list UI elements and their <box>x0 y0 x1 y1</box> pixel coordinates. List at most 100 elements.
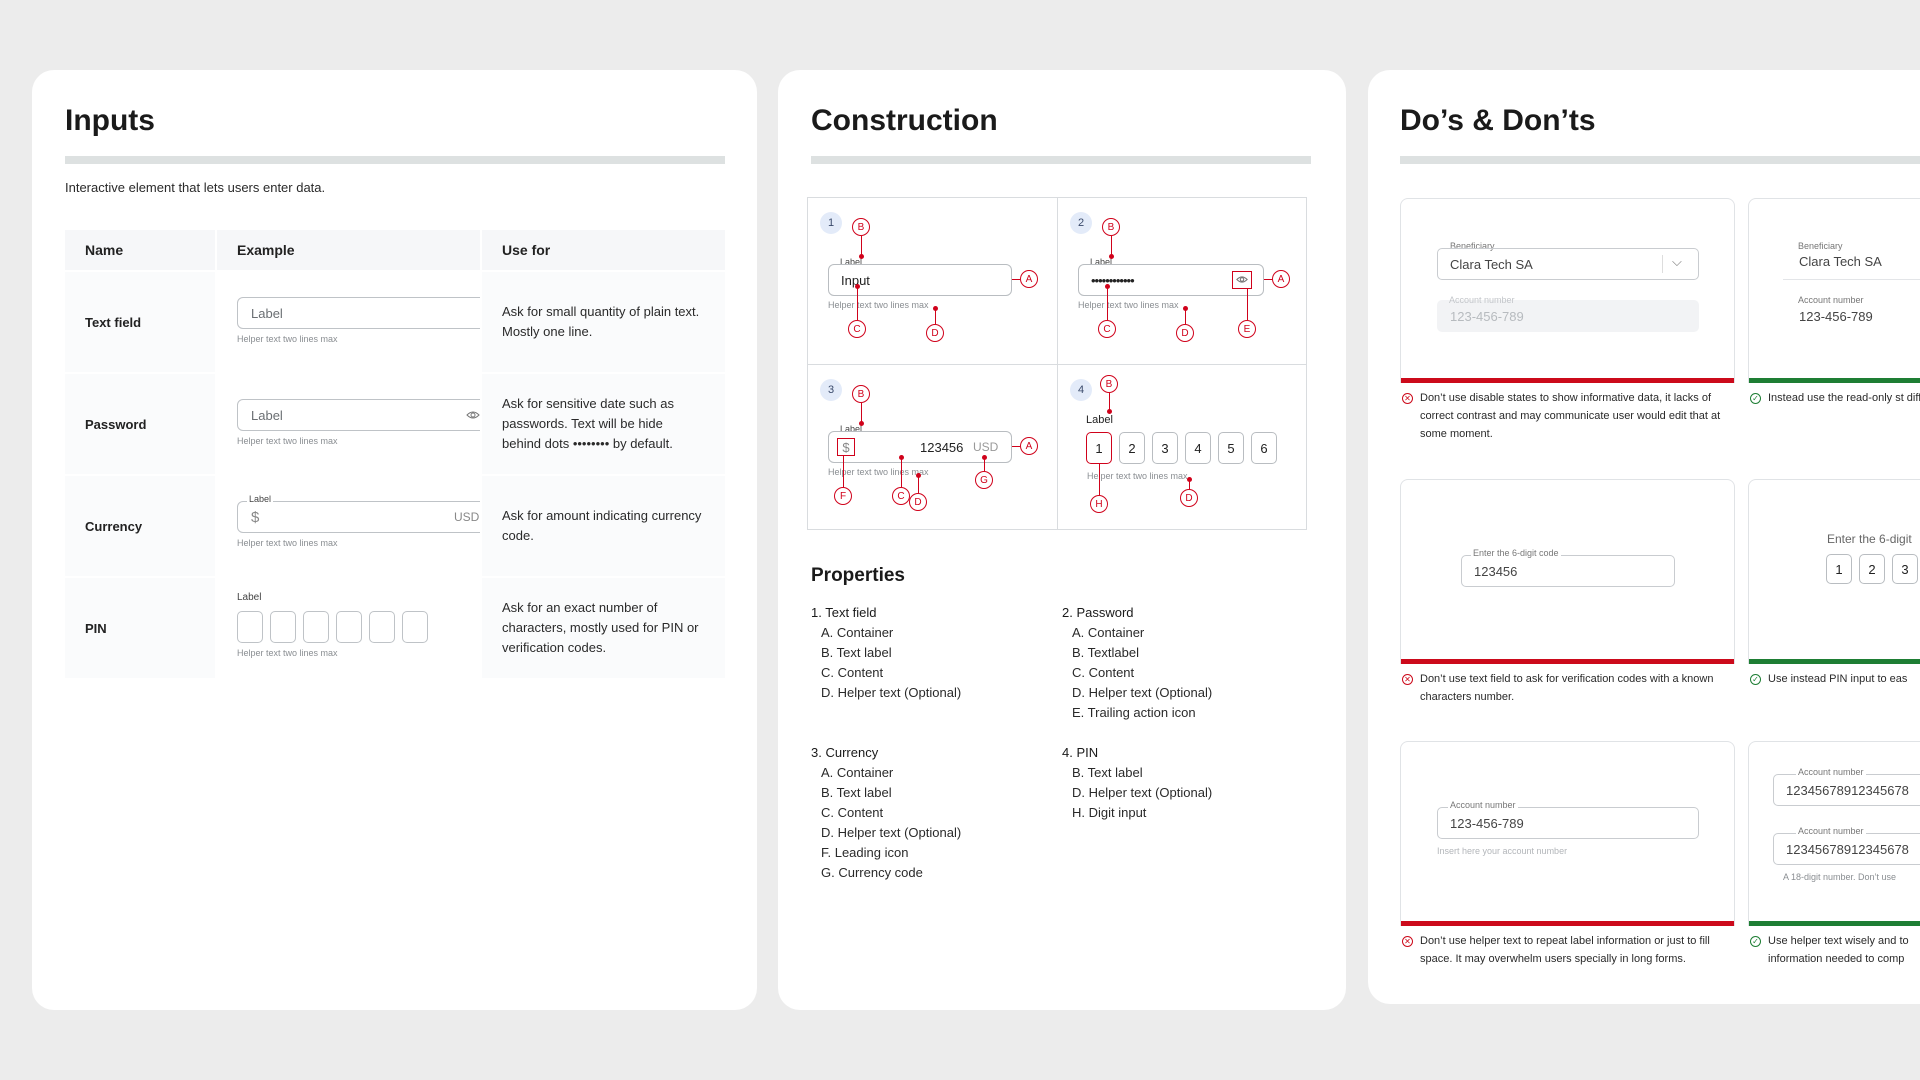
dollar-icon: $ <box>837 438 855 456</box>
text-field[interactable]: Input <box>828 264 1012 296</box>
property-item: B. Text label <box>821 645 892 660</box>
password-field[interactable]: Label <box>237 399 480 431</box>
properties-heading: 4. PIN <box>1062 745 1099 760</box>
properties-pin: 4. PIN B. Text label D. Helper text (Opt… <box>1062 743 1212 823</box>
field-label: Account number <box>1448 800 1518 810</box>
inputs-panel: Inputs Interactive element that lets use… <box>32 70 757 1010</box>
row-example: $ USD Label Helper text two lines max <box>215 476 480 576</box>
table-row: Currency $ USD Label Helper text two lin… <box>65 476 725 576</box>
header-example: Example <box>215 230 480 270</box>
field-value: 12345678912345678 <box>1786 782 1909 798</box>
pin-digit-box[interactable] <box>369 611 395 643</box>
text-field[interactable]: Label <box>237 297 480 329</box>
code-text-field[interactable]: 123456 <box>1461 555 1675 587</box>
property-item: D. Helper text (Optional) <box>821 685 962 700</box>
eye-icon-highlight <box>1232 271 1252 289</box>
step-number: 1 <box>820 212 842 234</box>
callout-c: C <box>1098 320 1116 338</box>
header-use-for: Use for <box>480 230 725 270</box>
account-number-field[interactable]: 12345678912345678 <box>1773 833 1920 865</box>
callout-a: A <box>1020 270 1038 288</box>
pin-digit[interactable]: 1 <box>1086 432 1112 464</box>
password-field[interactable]: •••••••••••• <box>1078 264 1264 296</box>
dont-example-card: 123456 Enter the 6-digit code <box>1400 479 1735 664</box>
properties-heading: 1. Text field <box>811 605 877 620</box>
row-example: Label Helper text two lines max <box>215 272 480 372</box>
construction-cell-pin: 4 Label 1 2 3 4 5 6 Helper text two line… <box>1058 365 1307 531</box>
pin-digit-box[interactable] <box>270 611 296 643</box>
properties-currency: 3. Currency A. Container B. Text label C… <box>811 743 961 883</box>
dont-caption: Don’t use disable states to show informa… <box>1420 392 1721 440</box>
currency-code: USD <box>454 510 480 524</box>
pin-digit[interactable]: 4 <box>1185 432 1211 464</box>
pin-digit[interactable]: 6 <box>1251 432 1277 464</box>
do-example-card: Enter the 6-digit 1 2 3 <box>1748 479 1920 664</box>
construction-panel: Construction 1 Label Input Helper text t… <box>778 70 1346 1010</box>
helper-text: A 18-digit number. Don’t use <box>1783 872 1897 882</box>
construction-cell-password: 2 Label •••••••••••• Helper text two lin… <box>1058 198 1307 364</box>
row-example: Label Helper text two lines max <box>215 374 480 474</box>
pin-digit[interactable]: 5 <box>1218 432 1244 464</box>
check-circle-icon: ✓ <box>1750 674 1761 685</box>
pin-digit-box[interactable] <box>402 611 428 643</box>
eye-icon[interactable] <box>1236 275 1248 284</box>
callout-b: B <box>1102 218 1120 236</box>
field-label: Beneficiary <box>1448 241 1497 251</box>
callout-a: A <box>1272 270 1290 288</box>
pin-digit[interactable]: 3 <box>1892 554 1918 584</box>
account-number-field[interactable]: 12345678912345678 <box>1773 774 1920 806</box>
field-label: Label <box>247 494 274 504</box>
pin-digit[interactable]: 3 <box>1152 432 1178 464</box>
properties-heading: 2. Password <box>1062 605 1134 620</box>
table-header: Name Example Use for <box>65 230 725 270</box>
pin-digit-box[interactable] <box>237 611 263 643</box>
field-value: Clara Tech SA <box>1450 256 1533 272</box>
pin-digit-box[interactable] <box>336 611 362 643</box>
field-label: Label <box>235 592 264 603</box>
step-number: 3 <box>820 379 842 401</box>
currency-field[interactable]: $ 123456 USD <box>828 431 1012 463</box>
pin-digit-box[interactable] <box>303 611 329 643</box>
dos-donts-panel: Do’s & Don’ts Beneficiary Clara Tech SA … <box>1368 70 1920 1004</box>
property-item: B. Text label <box>1072 765 1143 780</box>
helper-text: Helper text two lines max <box>237 334 338 344</box>
currency-field[interactable]: $ USD <box>237 501 480 533</box>
property-item: A. Container <box>821 765 894 780</box>
properties-text-field: 1. Text field A. Container B. Text label… <box>811 603 961 703</box>
pin-digit[interactable]: 1 <box>1826 554 1852 584</box>
chevron-down-icon: ⌵ <box>1672 254 1682 269</box>
property-item: C. Content <box>821 805 884 820</box>
account-number-field[interactable]: 123-456-789 <box>1437 807 1699 839</box>
pin-digit[interactable]: 2 <box>1119 432 1145 464</box>
field-value: •••••••••••• <box>1091 272 1135 288</box>
helper-text: Helper text two lines max <box>1087 471 1188 481</box>
callout-e: E <box>1238 320 1256 338</box>
property-item: C. Content <box>1072 665 1135 680</box>
row-name: Currency <box>85 518 143 534</box>
row-name: Text field <box>85 314 142 330</box>
callout-d: D <box>1180 489 1198 507</box>
construction-cell-text-field: 1 Label Input Helper text two lines max … <box>808 198 1057 364</box>
field-value: 12345678912345678 <box>1786 841 1909 857</box>
table-row: Password Label Helper text two lines max… <box>65 374 725 474</box>
field-value: 123456 <box>920 439 964 455</box>
close-circle-icon: ✕ <box>1402 393 1413 404</box>
helper-text: Helper text two lines max <box>828 467 929 477</box>
property-item: G. Currency code <box>821 865 923 880</box>
row-use-for: Ask for an exact number of characters, m… <box>480 578 725 678</box>
beneficiary-select[interactable]: Clara Tech SA ⌵ <box>1437 248 1699 280</box>
property-item: D. Helper text (Optional) <box>821 825 962 840</box>
eye-icon[interactable] <box>466 410 480 420</box>
property-item: F. Leading icon <box>821 845 909 860</box>
pin-digit[interactable]: 2 <box>1859 554 1885 584</box>
field-value: 123-456-789 <box>1450 815 1524 831</box>
inputs-table: Name Example Use for Text field Label He… <box>65 230 725 678</box>
title-rule <box>811 156 1311 164</box>
field-label: Label <box>840 257 863 267</box>
property-item: D. Helper text (Optional) <box>1072 685 1213 700</box>
callout-d: D <box>909 493 927 511</box>
row-example: Label Helper text two lines max <box>215 578 480 678</box>
properties-heading: 3. Currency <box>811 745 879 760</box>
callout-d: D <box>926 324 944 342</box>
check-circle-icon: ✓ <box>1750 936 1761 947</box>
